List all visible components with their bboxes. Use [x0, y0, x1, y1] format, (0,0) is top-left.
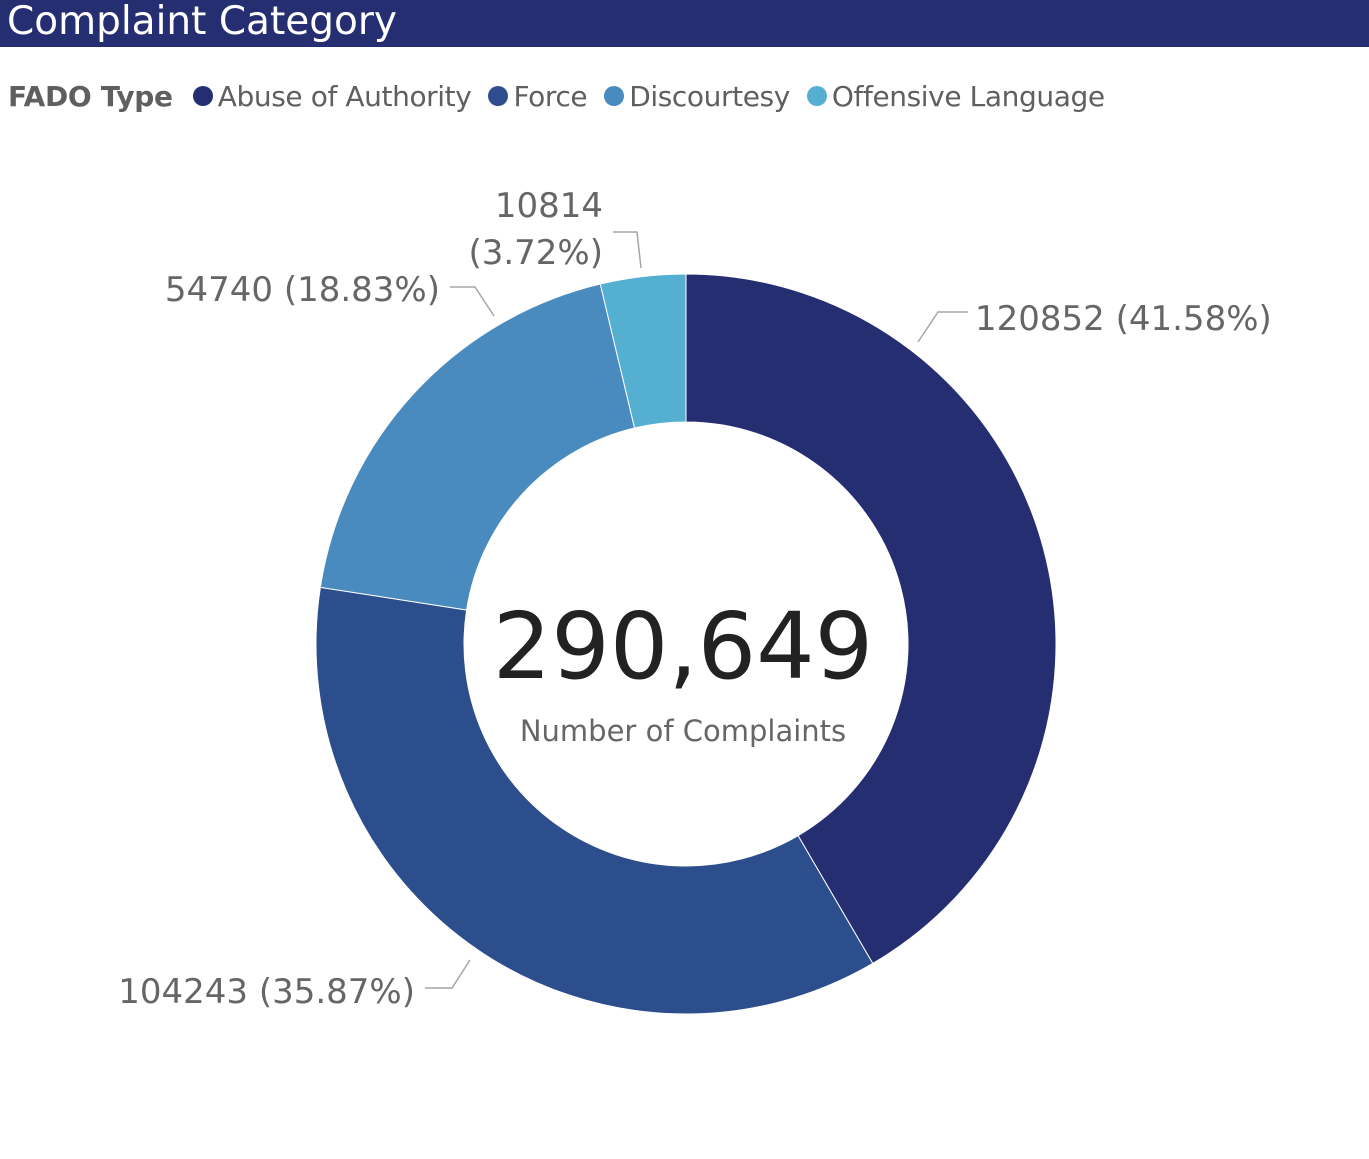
data-label: 54740 (18.83%) [165, 270, 440, 310]
leader-line [918, 312, 968, 342]
data-label: 10814 (3.72%) [468, 186, 603, 273]
data-label-line: 120852 (41.58%) [975, 299, 1272, 339]
leader-line [613, 232, 641, 268]
data-label-line: 54740 (18.83%) [165, 270, 440, 310]
data-label-line: 104243 (35.87%) [118, 972, 415, 1012]
data-label-line: 10814 [495, 186, 603, 226]
data-label-line: (3.72%) [468, 233, 603, 273]
center-caption: Number of Complaints [520, 714, 846, 748]
leader-line [450, 287, 494, 316]
center-total-value: 290,649 [493, 593, 873, 700]
leader-line [425, 960, 470, 988]
data-label: 104243 (35.87%) [118, 972, 415, 1012]
data-label: 120852 (41.58%) [975, 299, 1272, 339]
